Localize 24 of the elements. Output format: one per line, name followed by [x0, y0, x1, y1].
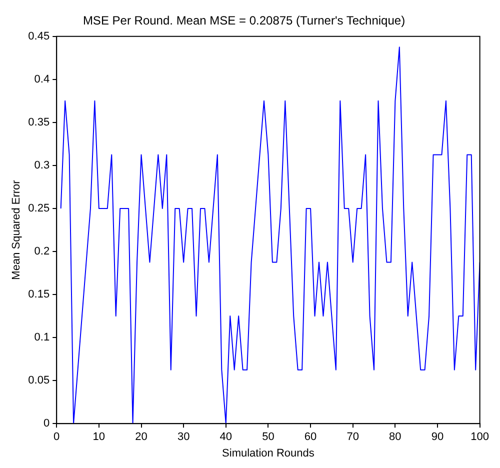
y-tick-label: 0.2	[34, 246, 50, 258]
x-tick-label: 40	[220, 431, 232, 444]
y-tick-label: 0.4	[34, 73, 50, 86]
y-tick-label: 0	[43, 418, 50, 430]
x-tick-label: 20	[135, 431, 148, 444]
x-tick-label: 100	[470, 431, 490, 444]
x-tick-label: 50	[262, 431, 274, 444]
x-tick-label: 60	[304, 431, 317, 444]
y-tick-label: 0.1	[34, 332, 50, 344]
x-tick-label: 10	[92, 431, 106, 444]
x-tick-label: 0	[54, 431, 60, 444]
y-tick-label: 0.05	[28, 374, 50, 387]
x-axis-title: Simulation Rounds	[222, 447, 315, 460]
chart-title: MSE Per Round. Mean MSE = 0.20875 (Turner's Technique)	[82, 14, 406, 28]
y-axis-title: Mean Squared Error	[10, 180, 23, 280]
y-tick-label: 0.25	[28, 202, 50, 215]
x-tick-label: 80	[389, 431, 402, 444]
y-tick-label: 0.45	[28, 30, 50, 42]
y-tick-label: 0.15	[28, 288, 50, 301]
x-tick-label: 70	[346, 431, 359, 444]
x-tick-label: 90	[431, 431, 444, 444]
x-tick-label: 30	[177, 431, 190, 444]
y-tick-label: 0.35	[28, 116, 50, 128]
y-tick-label: 0.3	[34, 160, 50, 172]
